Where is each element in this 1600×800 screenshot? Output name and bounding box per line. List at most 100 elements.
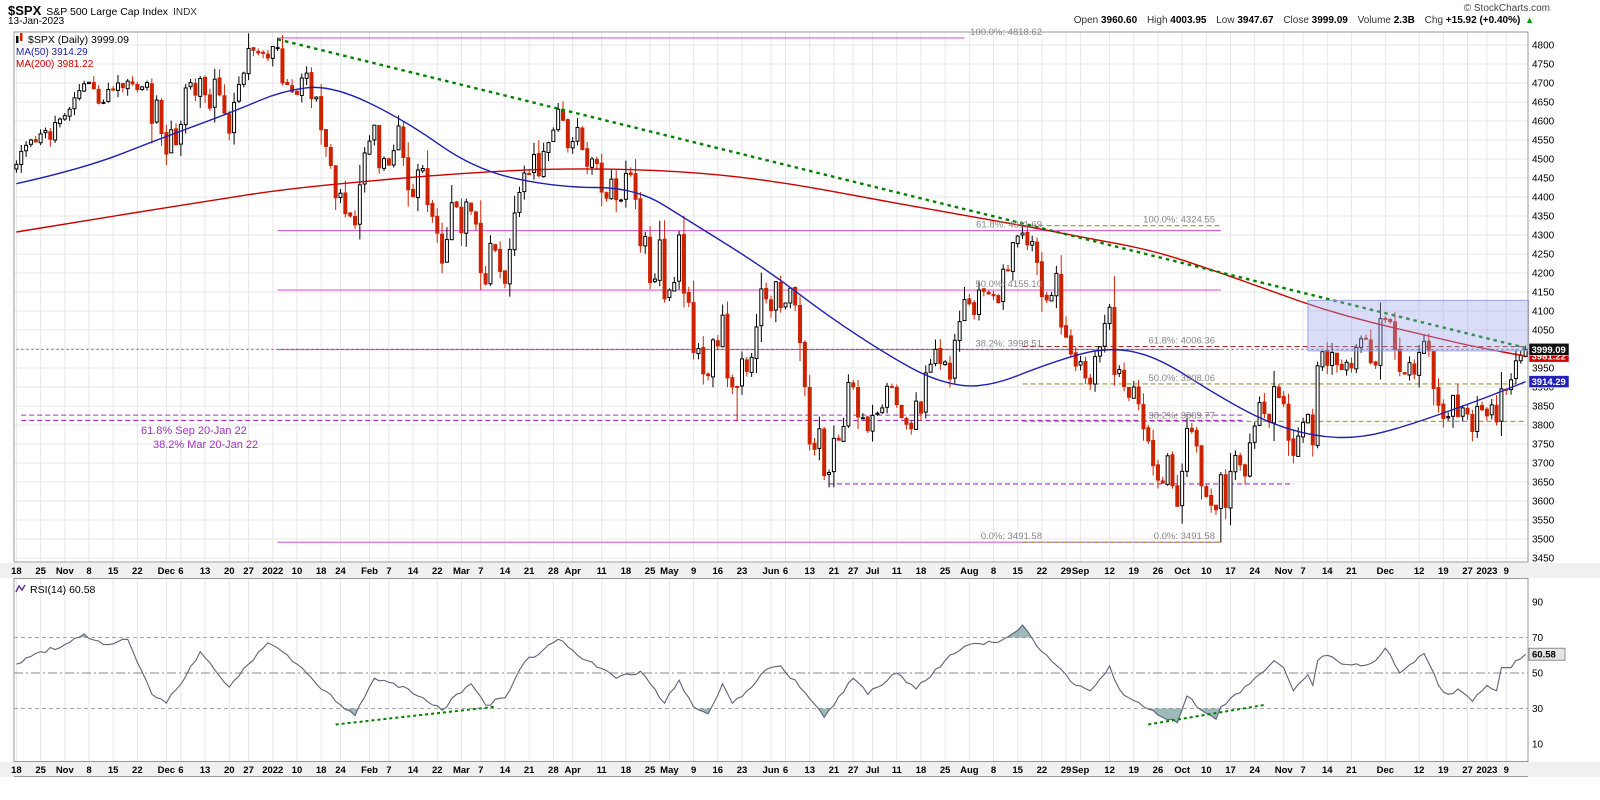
svg-text:25: 25 — [645, 566, 656, 577]
svg-text:18: 18 — [621, 566, 632, 577]
svg-text:Jun: Jun — [763, 765, 780, 776]
svg-text:28: 28 — [548, 566, 559, 577]
svg-text:8: 8 — [86, 765, 91, 776]
svg-text:21: 21 — [1346, 765, 1357, 776]
svg-text:Sep: Sep — [1072, 765, 1090, 776]
svg-text:11: 11 — [597, 765, 608, 776]
svg-text:26: 26 — [1153, 566, 1164, 577]
open-value: 3960.60 — [1101, 15, 1138, 26]
svg-text:3900: 3900 — [1532, 383, 1555, 394]
svg-text:25: 25 — [35, 765, 46, 776]
volume-value: 2.3B — [1393, 15, 1415, 26]
svg-text:$SPX (Daily) 3999.09: $SPX (Daily) 3999.09 — [28, 34, 129, 46]
svg-text:30: 30 — [1532, 704, 1544, 715]
svg-text:7: 7 — [386, 566, 391, 577]
svg-text:12: 12 — [1414, 765, 1425, 776]
svg-text:24: 24 — [1249, 566, 1260, 577]
rsi-trendline — [335, 705, 496, 726]
svg-text:18: 18 — [316, 765, 327, 776]
chg-value: +15.92 (+0.40%) — [1445, 15, 1521, 26]
svg-text:8: 8 — [991, 765, 996, 776]
svg-text:9: 9 — [1504, 566, 1509, 577]
svg-text:11: 11 — [892, 765, 903, 776]
svg-text:8: 8 — [991, 566, 996, 577]
svg-text:Mar: Mar — [453, 765, 470, 776]
svg-text:7: 7 — [1300, 566, 1305, 577]
svg-text:21: 21 — [829, 566, 840, 577]
svg-text:3450: 3450 — [1532, 554, 1555, 565]
svg-text:27: 27 — [243, 566, 254, 577]
svg-text:6: 6 — [783, 566, 788, 577]
chg-label: Chg — [1424, 15, 1444, 26]
svg-text:3550: 3550 — [1532, 516, 1555, 527]
svg-text:18: 18 — [11, 765, 22, 776]
svg-text:13: 13 — [200, 566, 211, 577]
svg-text:61.8% Sep 20-Jan 22: 61.8% Sep 20-Jan 22 — [141, 425, 247, 437]
svg-text:18: 18 — [316, 566, 327, 577]
svg-text:10: 10 — [292, 566, 303, 577]
svg-text:4600: 4600 — [1532, 117, 1555, 128]
svg-text:19: 19 — [1128, 566, 1139, 577]
high-value: 4003.95 — [1170, 15, 1207, 26]
svg-text:Apr: Apr — [564, 765, 581, 776]
svg-text:4750: 4750 — [1532, 60, 1555, 71]
svg-text:4650: 4650 — [1532, 98, 1555, 109]
time-axis-strip — [0, 563, 1600, 578]
svg-text:MA(200) 3981.22: MA(200) 3981.22 — [16, 59, 94, 70]
svg-text:Nov: Nov — [1275, 566, 1294, 577]
svg-text:18: 18 — [916, 566, 927, 577]
svg-text:4550: 4550 — [1532, 136, 1555, 147]
up-arrow-icon: ▲ — [1525, 15, 1534, 25]
svg-text:Oct: Oct — [1174, 566, 1191, 577]
svg-text:18: 18 — [11, 566, 22, 577]
chart-date: 13-Jan-2023 — [8, 16, 65, 27]
svg-text:22: 22 — [1037, 765, 1048, 776]
svg-text:27: 27 — [243, 765, 254, 776]
svg-text:3850: 3850 — [1532, 402, 1555, 413]
svg-text:16: 16 — [713, 765, 724, 776]
svg-text:25: 25 — [35, 566, 46, 577]
svg-text:7: 7 — [478, 566, 483, 577]
svg-text:38.2%: 3998.51: 38.2%: 3998.51 — [975, 339, 1042, 350]
svg-text:27: 27 — [848, 566, 859, 577]
svg-text:12: 12 — [1414, 566, 1425, 577]
svg-text:21: 21 — [829, 765, 840, 776]
copyright: © StockCharts.com — [1463, 3, 1550, 14]
svg-text:Sep: Sep — [1072, 566, 1090, 577]
svg-text:Apr: Apr — [564, 566, 581, 577]
svg-text:50: 50 — [1532, 669, 1544, 680]
svg-text:29: 29 — [1061, 765, 1072, 776]
svg-text:Nov: Nov — [56, 566, 75, 577]
svg-text:11: 11 — [892, 566, 903, 577]
highlight-box — [1307, 299, 1530, 352]
svg-text:4100: 4100 — [1532, 307, 1555, 318]
svg-text:17: 17 — [1225, 765, 1236, 776]
svg-text:4800: 4800 — [1532, 41, 1555, 52]
svg-text:21: 21 — [1346, 566, 1357, 577]
svg-text:14: 14 — [408, 765, 419, 776]
svg-text:Jul: Jul — [866, 765, 880, 776]
rsi-time-axis: 18 25 Nov 8 15 22 Dec 6 13 20 27 2022 10 18 24 Feb 7 14 22… — [11, 765, 1509, 776]
svg-text:10: 10 — [1201, 765, 1212, 776]
svg-text:23: 23 — [737, 765, 748, 776]
svg-text:3700: 3700 — [1532, 459, 1555, 470]
svg-text:13: 13 — [200, 765, 211, 776]
low-value: 3947.67 — [1237, 15, 1274, 26]
svg-text:3914.29: 3914.29 — [1532, 377, 1566, 388]
grid-layer — [14, 32, 1528, 562]
svg-text:2022: 2022 — [262, 765, 283, 776]
svg-text:Aug: Aug — [960, 765, 979, 776]
svg-text:2022: 2022 — [262, 566, 283, 577]
svg-text:24: 24 — [335, 765, 346, 776]
svg-text:3950: 3950 — [1532, 364, 1555, 375]
svg-text:RSI(14) 60.58: RSI(14) 60.58 — [30, 584, 96, 596]
svg-text:14: 14 — [500, 765, 511, 776]
svg-text:27: 27 — [1462, 566, 1473, 577]
quote-summary: Open 3960.60 High 4003.95 Low 3947.67 Cl… — [1067, 15, 1534, 26]
price-chart: 3450 3500 3550 3600 3650 3700 3750 3800 3850 3900… — [0, 26, 1600, 578]
volume-label: Volume — [1357, 15, 1391, 26]
svg-text:7: 7 — [386, 765, 391, 776]
svg-text:4150: 4150 — [1532, 288, 1555, 299]
